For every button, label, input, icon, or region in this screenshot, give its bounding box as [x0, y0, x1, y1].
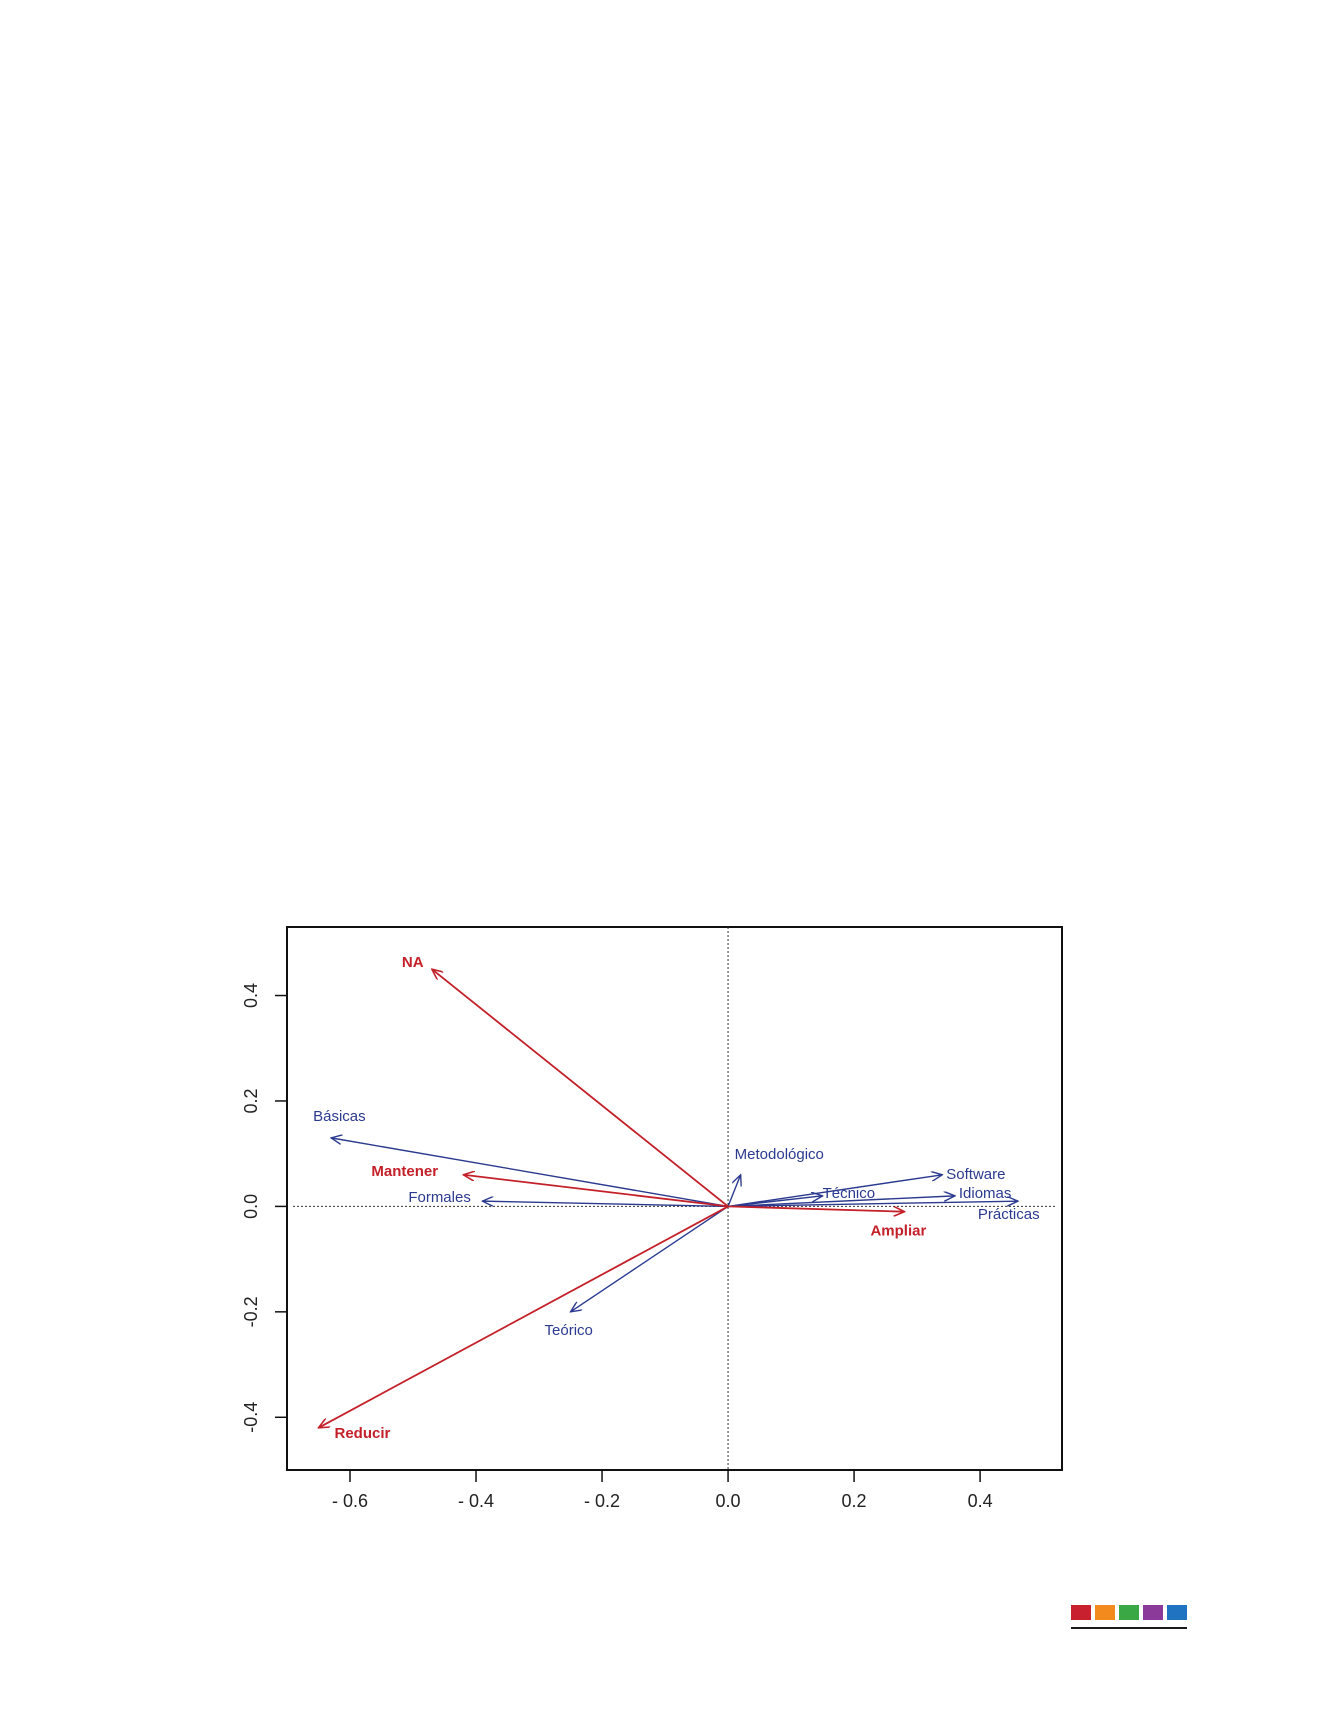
logo-square-1: [1071, 1605, 1091, 1620]
vector-label-teorico: Teórico: [545, 1322, 593, 1339]
vector-arrow-practicas: [728, 1201, 1018, 1208]
vector-label-ampliar: Ampliar: [870, 1223, 926, 1240]
vector-arrow-idiomas: [728, 1196, 955, 1208]
logo-square-2: [1095, 1605, 1115, 1620]
x-tick-label: 0.2: [842, 1491, 867, 1511]
vector-arrow-na: [432, 969, 729, 1208]
y-tick-label: 0.4: [241, 983, 261, 1008]
vector-label-reducir: Reducir: [335, 1425, 391, 1442]
y-tick-label: 0.2: [241, 1088, 261, 1113]
reference-lines: [293, 927, 1056, 1470]
y-tick-label: 0.0: [241, 1194, 261, 1219]
vector-label-idiomas: Idiomas: [959, 1185, 1012, 1202]
logo-square-3: [1119, 1605, 1139, 1620]
vectors: Básicas Formales Teórico Metodológico Técnic…: [313, 954, 1039, 1442]
vector-label-tecnico: Técnico: [823, 1185, 876, 1202]
vector-arrow-mantener: [463, 1175, 729, 1208]
x-tick-label: - 0.4: [458, 1491, 494, 1511]
vector-label-practicas: Prácticas: [978, 1206, 1040, 1223]
y-tick-label: -0.2: [241, 1296, 261, 1327]
x-tick-label: 0.4: [968, 1491, 993, 1511]
vector-arrow-teorico: [571, 1205, 729, 1311]
logo-square-5: [1167, 1605, 1187, 1620]
vector-label-mantener: Mantener: [371, 1163, 438, 1180]
vector-arrow-reducir: [319, 1205, 729, 1427]
axes: - 0.6 - 0.4 - 0.2 0.0 0.2 0.4 -0.4 -0.2 0.0 0.2 0.…: [241, 983, 993, 1511]
vector-arrow-basicas: [331, 1138, 729, 1208]
footer-logo: [1071, 1605, 1187, 1635]
x-tick-label: 0.0: [716, 1491, 741, 1511]
y-tick-label: -0.4: [241, 1402, 261, 1433]
vector-label-metodologico: Metodológico: [735, 1146, 824, 1163]
vector-label-software: Software: [946, 1166, 1005, 1183]
vector-label-formales: Formales: [408, 1189, 471, 1206]
logo-square-4: [1143, 1605, 1163, 1620]
vector-label-na: NA: [402, 954, 424, 971]
vector-arrow-software: [727, 1175, 942, 1208]
x-tick-label: - 0.6: [332, 1491, 368, 1511]
vector-arrow-formales: [482, 1201, 729, 1208]
vector-arrow-ampliar: [728, 1205, 904, 1211]
plot-frame: [286, 926, 1063, 1471]
x-tick-label: - 0.2: [584, 1491, 620, 1511]
vector-arrow-metodologico: [727, 1175, 741, 1207]
logo-rule: [1071, 1627, 1187, 1629]
vector-label-basicas: Básicas: [313, 1108, 366, 1125]
